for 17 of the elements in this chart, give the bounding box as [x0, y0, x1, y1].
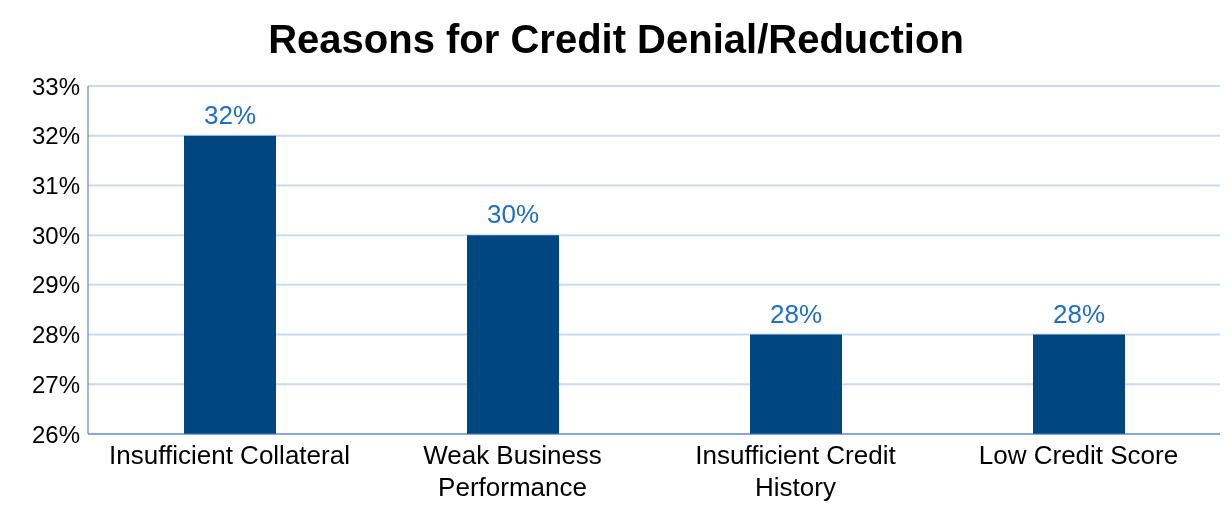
y-tick-label: 32% — [31, 122, 80, 150]
y-tick-label: 30% — [31, 221, 80, 249]
x-tick-label: Low Credit Score — [978, 440, 1179, 470]
y-tick-label: 26% — [31, 420, 80, 448]
data-label: 28% — [1052, 298, 1106, 329]
x-tick-label: Insufficient Credit History — [695, 440, 897, 502]
data-label: 28% — [769, 298, 823, 329]
x-tick-label: Weak Business Performance — [423, 440, 602, 502]
x-tick-label: Insufficient Collateral — [109, 440, 350, 470]
chart-title: Reasons for Credit Denial/Reduction — [267, 16, 965, 63]
y-tick-label: 33% — [31, 72, 80, 100]
data-label: 30% — [486, 199, 540, 230]
y-tick-label: 31% — [31, 171, 80, 199]
data-label: 32% — [203, 99, 257, 130]
y-tick-label: 29% — [31, 271, 80, 299]
y-tick-label: 27% — [31, 370, 80, 398]
y-tick-label: 28% — [31, 321, 80, 349]
